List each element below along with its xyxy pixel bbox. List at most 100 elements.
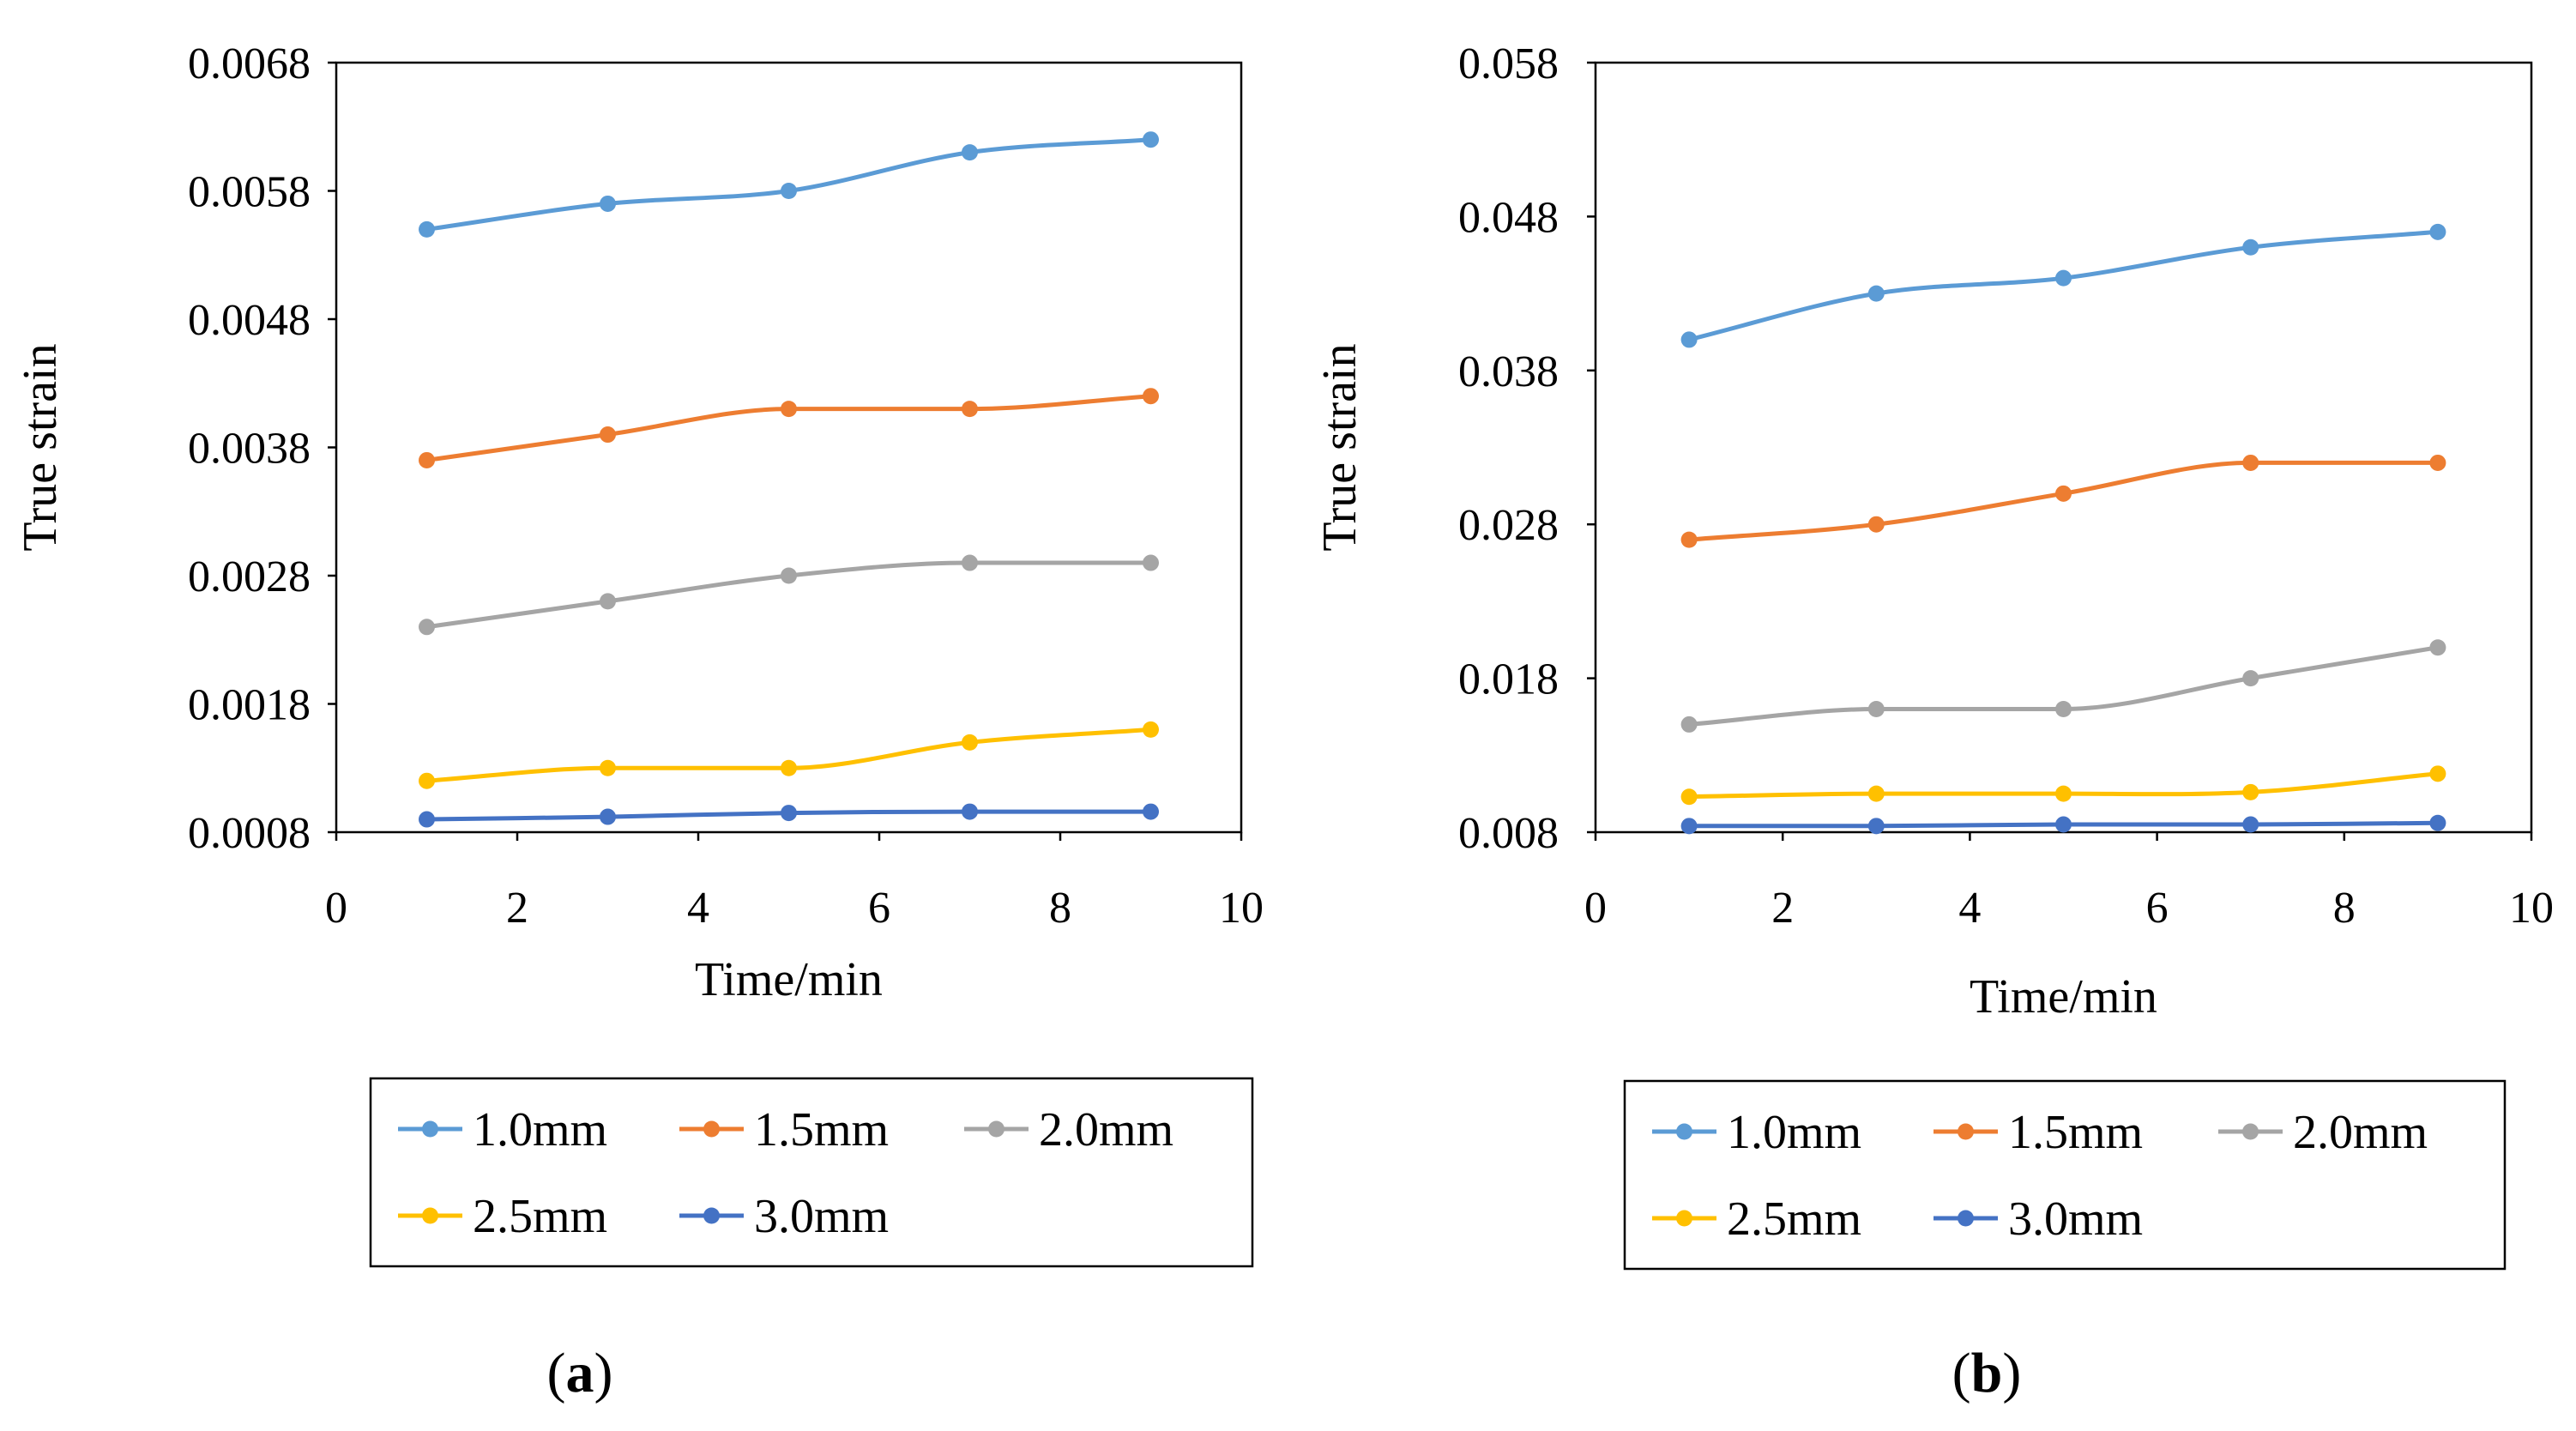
data-point bbox=[781, 401, 797, 418]
legend-swatch-marker bbox=[703, 1120, 720, 1138]
y-tick-label: 0.028 bbox=[1458, 501, 1559, 550]
data-point bbox=[2429, 639, 2446, 656]
series-2.5mm bbox=[1680, 765, 2446, 806]
x-axis-title: Time/min bbox=[695, 953, 883, 1006]
series-1.0mm bbox=[1680, 223, 2446, 348]
legend-label: 1.0mm bbox=[473, 1103, 607, 1156]
data-point bbox=[781, 567, 797, 584]
legend-box bbox=[369, 1077, 1254, 1268]
y-tick-label: 0.058 bbox=[1458, 39, 1559, 88]
data-point bbox=[600, 593, 616, 610]
y-tick-label: 0.0028 bbox=[188, 552, 311, 601]
data-point bbox=[2242, 816, 2259, 833]
y-axis-title: True strain bbox=[14, 343, 67, 551]
legend-label: 1.0mm bbox=[1727, 1106, 1861, 1159]
data-point bbox=[2242, 238, 2259, 256]
legend-item: 2.0mm bbox=[964, 1103, 1173, 1156]
data-point bbox=[1867, 700, 1885, 717]
legend-swatch-marker bbox=[2242, 1123, 2259, 1140]
legend-swatch-marker bbox=[1676, 1210, 1692, 1227]
chart-panel-a: 0.0008 0.0018 0.0028 0.0038 0.0048 0.0058 0.00… bbox=[14, 39, 1264, 1404]
data-point bbox=[962, 554, 978, 571]
data-point bbox=[781, 183, 797, 199]
data-point bbox=[2429, 765, 2446, 782]
x-tick-label: 10 bbox=[1219, 884, 1264, 933]
data-point bbox=[2055, 816, 2072, 833]
data-point bbox=[2055, 785, 2072, 802]
y-tick-label: 0.048 bbox=[1458, 193, 1559, 242]
y-tick-label: 0.0048 bbox=[188, 296, 311, 345]
x-axis-title: Time/min bbox=[1970, 970, 2157, 1023]
legend-swatch-marker bbox=[1958, 1123, 1974, 1140]
data-point bbox=[2429, 223, 2446, 240]
legend-item: 1.0mm bbox=[398, 1103, 607, 1156]
data-point bbox=[600, 426, 616, 444]
y-tick-label: 0.0008 bbox=[188, 809, 311, 858]
data-point bbox=[1143, 721, 1159, 738]
data-point bbox=[781, 759, 797, 776]
legend-item: 1.5mm bbox=[1934, 1106, 2143, 1159]
plot-area bbox=[335, 61, 1243, 834]
data-point bbox=[1143, 388, 1159, 405]
legend-label: 2.0mm bbox=[1039, 1103, 1173, 1156]
data-point bbox=[2055, 485, 2072, 502]
data-point bbox=[1867, 785, 1885, 802]
data-point bbox=[962, 734, 978, 751]
series-3.0mm bbox=[1680, 814, 2446, 835]
x-tick-label: 4 bbox=[687, 884, 709, 933]
legend-label: 2.5mm bbox=[473, 1190, 607, 1243]
y-tick-label: 0.0058 bbox=[188, 168, 311, 217]
legend-swatch-marker bbox=[1958, 1210, 1974, 1227]
data-point bbox=[600, 759, 616, 776]
legend-item: 1.0mm bbox=[1652, 1106, 1861, 1159]
data-point bbox=[1680, 531, 1698, 548]
y-tick-label: 0.0068 bbox=[188, 39, 311, 88]
legend-swatch-marker bbox=[1676, 1123, 1692, 1140]
data-point bbox=[1680, 818, 1698, 835]
series-1.5mm bbox=[419, 388, 1159, 468]
data-point bbox=[962, 144, 978, 161]
data-point bbox=[1680, 788, 1698, 806]
data-point bbox=[781, 805, 797, 822]
data-point bbox=[600, 195, 616, 212]
legend-label: 1.5mm bbox=[754, 1103, 889, 1156]
legend-swatch-marker bbox=[988, 1120, 1004, 1138]
x-tick-label: 4 bbox=[1958, 884, 1981, 933]
x-tick-label: 2 bbox=[506, 884, 528, 933]
y-tick-label: 0.0038 bbox=[188, 425, 311, 474]
legend-swatch-marker bbox=[422, 1120, 438, 1138]
series-1.5mm bbox=[1680, 454, 2446, 548]
data-point bbox=[419, 619, 435, 636]
data-point bbox=[419, 220, 435, 238]
data-point bbox=[2055, 269, 2072, 287]
x-tick-label: 2 bbox=[1771, 884, 1794, 933]
y-axis-title: True strain bbox=[1313, 343, 1366, 551]
series-1.0mm bbox=[419, 131, 1159, 238]
data-point bbox=[1867, 285, 1885, 302]
legend-label: 1.5mm bbox=[2008, 1106, 2143, 1159]
legend-item: 2.5mm bbox=[398, 1190, 607, 1243]
y-tick-label: 0.0018 bbox=[188, 681, 311, 730]
y-tick-label: 0.038 bbox=[1458, 347, 1559, 396]
data-point bbox=[1867, 516, 1885, 533]
legend-swatch-marker bbox=[422, 1207, 438, 1224]
data-point bbox=[2242, 783, 2259, 800]
data-point bbox=[1143, 554, 1159, 571]
data-point bbox=[2055, 700, 2072, 717]
x-tick-label: 6 bbox=[2146, 884, 2169, 933]
data-point bbox=[1680, 331, 1698, 348]
legend-item: 1.5mm bbox=[679, 1103, 889, 1156]
legend-label: 2.5mm bbox=[1727, 1192, 1861, 1246]
legend-box bbox=[1623, 1079, 2507, 1271]
data-point bbox=[419, 772, 435, 789]
data-point bbox=[1143, 803, 1159, 820]
y-tick-label: 0.018 bbox=[1458, 655, 1559, 704]
data-point bbox=[962, 401, 978, 418]
legend-label: 3.0mm bbox=[754, 1190, 889, 1243]
legend: 1.0mm 1.5mm 2.0mm 2.5mm 3.0mm bbox=[369, 1077, 1254, 1268]
x-tick-label: 10 bbox=[2509, 884, 2554, 933]
legend-label: 3.0mm bbox=[2008, 1192, 2143, 1246]
series-2.0mm bbox=[419, 554, 1159, 636]
data-point bbox=[2242, 670, 2259, 687]
